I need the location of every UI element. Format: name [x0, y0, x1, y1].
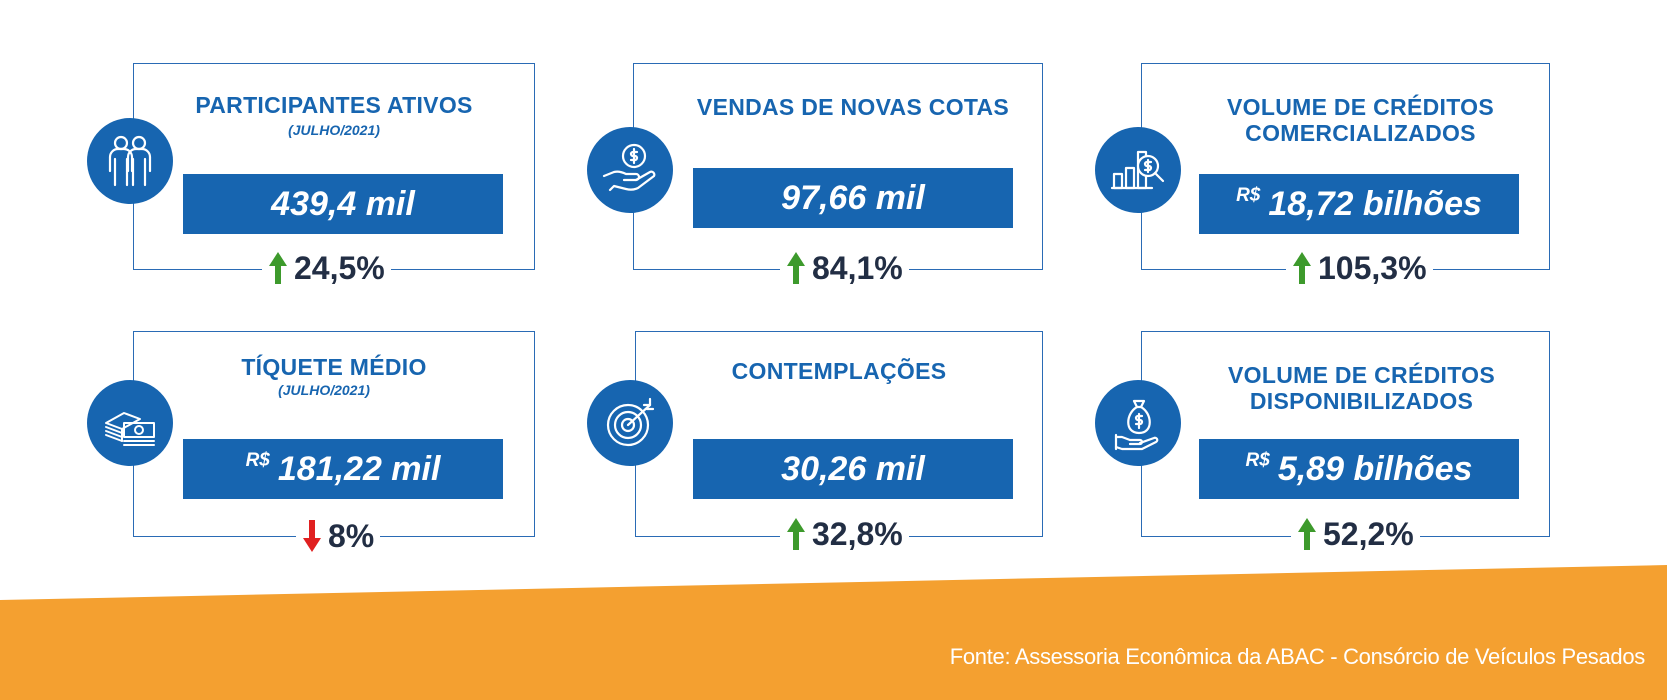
card-tiquete-medio: TÍQUETE MÉDIO (JULHO/2021) R$ 181,22 mil: [133, 331, 535, 537]
delta-indicator: 105,3%: [1286, 248, 1433, 288]
card-title: VENDAS DE NOVAS COTAS: [696, 94, 1010, 120]
value-box: R$ 5,89 bilhões: [1199, 439, 1519, 499]
up-arrow-icon: [787, 252, 805, 284]
card-volume-creditos-disponibilizados: VOLUME DE CRÉDITOS DISPONIBILIZADOS R$ 5,…: [1141, 331, 1550, 537]
up-arrow-icon: [1298, 518, 1316, 550]
value-box: 30,26 mil: [693, 439, 1013, 499]
source-note: Fonte: Assessoria Econômica da ABAC - Co…: [949, 644, 1646, 669]
value-box: R$ 18,72 bilhões: [1199, 174, 1519, 234]
currency-label: R$: [1245, 450, 1270, 471]
money-bag-hand-icon: [1095, 380, 1181, 466]
hand-coin-icon: [587, 127, 673, 213]
card-title: VOLUME DE CRÉDITOS COMERCIALIZADOS: [1227, 94, 1494, 146]
delta-indicator: 32,8%: [780, 514, 909, 554]
value-box: 439,4 mil: [183, 174, 503, 234]
down-arrow-icon: [303, 520, 321, 552]
delta-value: 8%: [328, 517, 375, 554]
card-value: 30,26 mil: [781, 449, 925, 488]
card-value: 97,66 mil: [781, 178, 925, 217]
card-value: 181,22 mil: [277, 449, 441, 488]
card-vendas-novas-cotas: VENDAS DE NOVAS COTAS 97,66 mil: [633, 63, 1043, 270]
card-value: 5,89 bilhões: [1277, 449, 1473, 488]
people-icon: [87, 118, 173, 204]
bar-chart-magnifier-icon: [1095, 127, 1181, 213]
card-title: PARTICIPANTES ATIVOS: [195, 92, 473, 118]
card-title: CONTEMPLAÇÕES: [731, 358, 947, 384]
delta-value: 24,5%: [294, 249, 385, 286]
card-contemplacoes: CONTEMPLAÇÕES 30,26 mil: [635, 331, 1043, 537]
delta-indicator: 84,1%: [780, 248, 909, 288]
currency-label: R$: [1236, 185, 1261, 206]
delta-indicator: 8%: [296, 516, 381, 556]
card-title: TÍQUETE MÉDIO: [241, 354, 427, 380]
card-value: 439,4 mil: [271, 184, 415, 223]
card-participantes-ativos: PARTICIPANTES ATIVOS (JULHO/2021) 439,4 …: [133, 63, 535, 270]
up-arrow-icon: [269, 252, 287, 284]
card-subtitle: (JULHO/2021): [288, 122, 380, 138]
card-value: 18,72 bilhões: [1268, 184, 1482, 223]
delta-value: 52,2%: [1323, 515, 1414, 552]
delta-value: 105,3%: [1318, 249, 1427, 286]
card-subtitle: (JULHO/2021): [278, 382, 370, 398]
value-box: 97,66 mil: [693, 168, 1013, 228]
currency-label: R$: [245, 450, 270, 471]
delta-indicator: 52,2%: [1291, 514, 1420, 554]
banknotes-icon: [87, 380, 173, 466]
target-icon: [587, 380, 673, 466]
delta-value: 84,1%: [812, 249, 903, 286]
card-volume-creditos-comercializados: VOLUME DE CRÉDITOS COMERCIALIZADOS R$ 18,…: [1141, 63, 1550, 270]
delta-value: 32,8%: [812, 515, 903, 552]
card-title: VOLUME DE CRÉDITOS DISPONIBILIZADOS: [1228, 362, 1495, 414]
up-arrow-icon: [1293, 252, 1311, 284]
up-arrow-icon: [787, 518, 805, 550]
value-box: R$ 181,22 mil: [183, 439, 503, 499]
delta-indicator: 24,5%: [262, 248, 391, 288]
